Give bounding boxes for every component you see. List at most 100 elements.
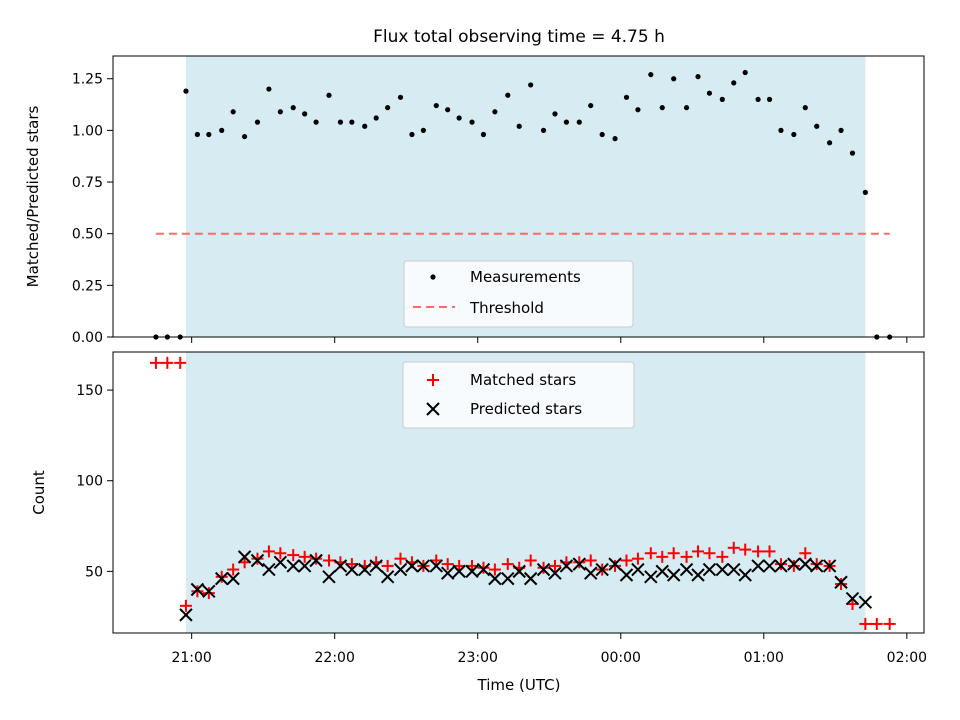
predicted-stars-point [798,557,812,571]
measurement-point [563,119,570,125]
measurement-point [266,86,272,92]
measurement-point [683,105,690,111]
predicted-stars-point [774,559,788,573]
measurement-point [313,119,319,125]
matched-stars-point [835,578,848,591]
matched-stars-point [644,547,657,560]
matched-stars-point [430,554,443,567]
matched-stars-point [287,549,300,562]
matched-stars-point [739,543,752,556]
legend-measurements-label: Measurements [470,268,581,286]
predicted-stars-point [727,562,741,577]
predicted-stars-point [226,571,240,586]
predicted-stars-point [250,553,265,568]
predicted-stars-point [691,568,705,582]
predicted-stars-point [405,559,419,573]
measurement-point [326,92,332,98]
matched-stars-point [381,559,394,572]
matched-stars-point [227,563,240,576]
measurement-point [814,123,820,129]
predicted-stars-point [631,562,645,577]
legend-predicted-label: Predicted stars [470,400,582,418]
measurement-point [635,107,641,113]
predicted-stars-point [476,562,491,577]
top-panel: 0.00 0.25 0.50 0.75 1.00 1.25 Matched/Predict… [24,55,925,346]
predicted-stars-point [584,566,598,580]
predicted-stars-point [380,570,395,584]
predicted-stars-point [333,559,348,573]
legend-predicted-marker [426,402,440,416]
matched-stars-point [394,552,407,565]
y-tick-label: 150 [76,383,103,399]
predicted-stars-point [702,562,717,577]
matched-stars-point [251,552,264,565]
measurement-point [385,105,391,111]
predicted-stars-point [273,555,288,570]
y-tick-label: 1.25 [72,72,103,88]
measurement-point [791,131,797,138]
predicted-stars-point [202,584,216,599]
y-tick-label: 0.25 [72,278,103,294]
measurement-point [206,131,212,138]
measurement-point [742,69,748,76]
predicted-stars-point [715,562,730,577]
predicted-stars-point [501,571,515,586]
bottom-y-axis-label: Count [30,470,48,515]
matched-stars-point [238,556,251,569]
measurement-point [802,105,808,111]
measurement-point [731,80,737,86]
matched-stars-point [573,556,586,569]
predicted-stars-point [369,559,383,573]
matched-stars-point [322,554,335,567]
matched-stars-point [810,558,823,571]
predicted-stars-point [762,559,777,573]
matched-stars-point [774,558,787,571]
measurement-point [623,94,630,100]
matched-stars-point [441,558,454,571]
y-tick-label: 0.75 [72,175,103,191]
matched-stars-point [609,559,622,572]
predicted-stars-point [595,562,609,577]
measurement-point [362,123,368,129]
predicted-stars-point [738,568,752,582]
chart-title: Flux total observing time = 4.75 h [373,27,665,47]
matched-stars-point [191,585,204,598]
measurement-point [706,90,713,96]
predicted-stars-point [559,559,574,573]
predicted-stars-point [845,591,860,606]
measurement-point [254,119,261,125]
top-legend-box [403,260,634,328]
measurement-point [576,119,582,125]
measurement-point [302,111,308,117]
matched-stars-point [692,545,705,558]
predicted-stars-point [179,608,193,622]
matched-stars-point [859,617,872,630]
predicted-stars-point [810,559,824,573]
predicted-stars-point [286,559,300,573]
measurement-point [409,131,415,138]
measurement-point [826,140,833,146]
matched-stars-point [763,545,776,558]
bottom-legend: Matched stars Predicted stars [402,361,635,429]
matched-stars-point [149,356,162,369]
matched-stars-point [620,554,633,567]
matched-stars-point [298,550,311,563]
predicted-stars-point [452,564,466,579]
measurement-point [862,189,868,195]
matched-stars-point [274,547,287,560]
y-tick-label: 0.00 [72,330,103,346]
measurement-point [219,127,225,133]
predicted-stars-point [345,562,359,577]
predicted-stars-point [262,562,276,577]
matched-stars-point [680,550,693,563]
measurement-point [337,119,344,125]
measurement-point [778,127,784,133]
predicted-stars-point [512,564,526,579]
predicted-stars-point [416,559,431,573]
measurement-point [612,136,618,142]
matched-stars-point [727,541,740,554]
predicted-stars-point [536,562,551,577]
y-tick-label: 0.50 [72,227,103,243]
predicted-stars-point [679,562,694,577]
